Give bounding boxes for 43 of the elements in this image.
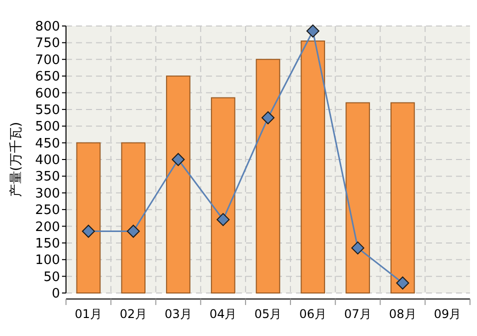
y-tick-label: 0 [52, 286, 60, 302]
x-tick-label: 05月 [254, 307, 282, 321]
bar [76, 142, 101, 294]
bar [121, 142, 146, 294]
y-tick-label: 100 [35, 253, 60, 268]
y-tick-label: 450 [35, 136, 60, 152]
y-tick-label: 650 [35, 70, 60, 85]
point [126, 224, 140, 238]
y-tick-label: 600 [35, 86, 60, 102]
y-tick-label: 400 [35, 153, 60, 168]
y-tick-label: 500 [35, 120, 60, 135]
x-tick-label: 01月 [74, 307, 102, 321]
y-tick-label: 300 [35, 186, 60, 202]
y-tick-label: 50 [43, 270, 60, 285]
x-tick-label: 06月 [299, 307, 327, 321]
bar [346, 102, 370, 294]
y-tick-label: 350 [35, 170, 60, 185]
y-tick-label: 200 [35, 220, 60, 235]
y-tick-label: 700 [35, 52, 60, 68]
point [82, 224, 95, 238]
point [351, 241, 364, 254]
point [172, 153, 185, 166]
x-tick-label: 08月 [389, 307, 416, 321]
x-tick-label: 03月 [164, 307, 192, 321]
y-tick-label: 750 [35, 36, 60, 52]
bar [210, 97, 236, 294]
x-tick-label: 02月 [120, 307, 147, 321]
y-tick-label: 150 [35, 236, 60, 252]
point [306, 24, 320, 38]
bar [390, 102, 415, 294]
x-tick-label: 07月 [344, 307, 372, 321]
x-tick-label: 09月 [434, 307, 462, 321]
point [396, 276, 410, 290]
point [216, 213, 230, 226]
y-tick-label: 800 [35, 20, 60, 34]
bar [166, 76, 190, 294]
bar [256, 58, 280, 294]
bar [300, 40, 326, 294]
x-tick-label: 04月 [209, 307, 237, 321]
y-tick-label: 250 [35, 203, 60, 218]
y-tick-label: 550 [35, 102, 60, 118]
point [262, 111, 274, 124]
y-axis-title: 产量(万千瓦) [9, 122, 24, 198]
